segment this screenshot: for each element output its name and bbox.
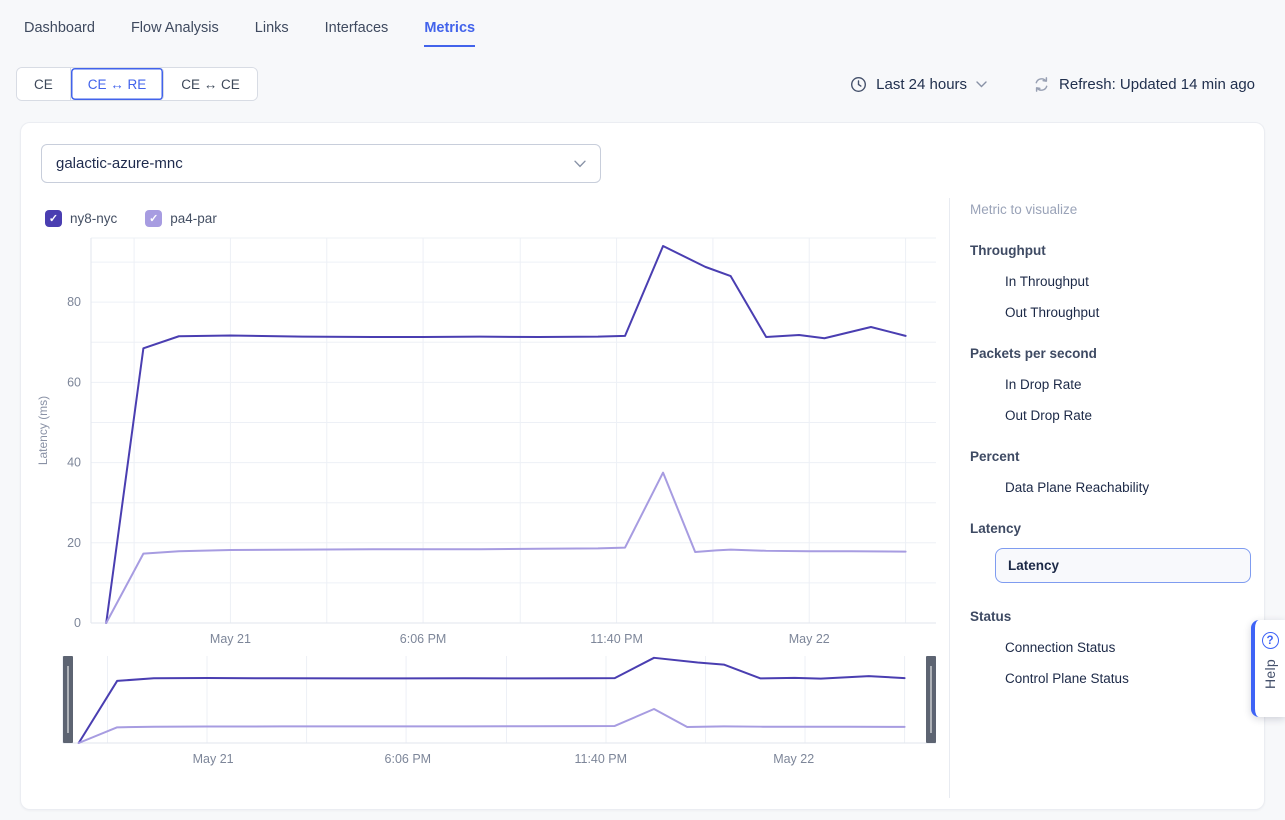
sidebar-item-out-drop-rate[interactable]: Out Drop Rate (970, 408, 1247, 423)
sidebar-item-out-throughput[interactable]: Out Throughput (970, 305, 1247, 320)
series-line-ny8-nyc (79, 658, 905, 743)
svg-text:May 21: May 21 (210, 632, 251, 646)
chevron-down-icon (976, 81, 987, 88)
group-throughput: Throughput (970, 243, 1247, 258)
nav-tab-metrics[interactable]: Metrics (424, 20, 475, 47)
series-legend: ✓ ny8-nyc ✓ pa4-par (45, 210, 217, 227)
nav-tab-interfaces[interactable]: Interfaces (325, 20, 389, 47)
series-line-pa4-par (79, 709, 905, 743)
nav-tab-links[interactable]: Links (255, 20, 289, 47)
toggle-ce-re[interactable]: CE ↔ RE (71, 68, 165, 100)
series-line-pa4-par (106, 473, 905, 623)
group-packets-per-second: Packets per second (970, 346, 1247, 361)
time-range-selector[interactable]: Last 24 hours (850, 76, 987, 93)
checkbox-pa4-par[interactable]: ✓ (145, 210, 162, 227)
nav-tab-dashboard[interactable]: Dashboard (24, 20, 95, 47)
legend-label: ny8-nyc (70, 211, 117, 226)
svg-text:0: 0 (74, 616, 81, 630)
svg-text:40: 40 (67, 456, 81, 470)
group-latency: Latency (970, 521, 1247, 536)
sidebar-item-in-drop-rate[interactable]: In Drop Rate (970, 377, 1247, 392)
checkbox-ny8-nyc[interactable]: ✓ (45, 210, 62, 227)
clock-icon (850, 76, 867, 93)
device-select-value: galactic-azure-mnc (56, 155, 574, 172)
device-select[interactable]: galactic-azure-mnc (41, 144, 601, 183)
svg-text:11:40 PM: 11:40 PM (574, 752, 627, 766)
help-label: Help (1262, 659, 1278, 689)
svg-text:60: 60 (67, 375, 81, 389)
legend-item-ny8-nyc[interactable]: ✓ ny8-nyc (45, 210, 117, 227)
svg-text:Latency (ms): Latency (ms) (36, 396, 50, 465)
toggle-ce[interactable]: CE (17, 68, 71, 100)
refresh-icon (1033, 76, 1050, 93)
sidebar-title: Metric to visualize (970, 202, 1247, 217)
legend-item-pa4-par[interactable]: ✓ pa4-par (145, 210, 217, 227)
sidebar-item-in-throughput[interactable]: In Throughput (970, 274, 1247, 289)
metrics-card: galactic-azure-mnc ✓ ny8-nyc ✓ pa4-par M… (20, 122, 1265, 810)
latency-line-chart: May 21 6:06 PM 11:40 PM May 22 0 20 40 60 80 Late… (31, 231, 941, 651)
refresh-label: Refresh: Updated 14 min ago (1059, 76, 1255, 93)
sidebar-item-connection-status[interactable]: Connection Status (970, 640, 1247, 655)
toggle-ce-ce[interactable]: CE ↔ CE (164, 68, 257, 100)
group-percent: Percent (970, 449, 1247, 464)
time-range-label: Last 24 hours (876, 76, 967, 93)
time-brush-chart[interactable]: May 21 6:06 PM 11:40 PM May 22 (57, 651, 942, 776)
svg-text:80: 80 (67, 295, 81, 309)
svg-text:6:06 PM: 6:06 PM (385, 752, 432, 766)
group-status: Status (970, 609, 1247, 624)
view-toggle: CE CE ↔ RE CE ↔ CE (16, 67, 258, 101)
sidebar-item-data-plane-reachability[interactable]: Data Plane Reachability (970, 480, 1247, 495)
question-circle-icon: ? (1262, 632, 1279, 649)
top-nav: Dashboard Flow Analysis Links Interfaces… (0, 0, 1285, 47)
nav-tab-flow-analysis[interactable]: Flow Analysis (131, 20, 219, 47)
chevron-down-icon (574, 160, 586, 168)
svg-text:May 22: May 22 (789, 632, 830, 646)
svg-text:May 22: May 22 (773, 752, 814, 766)
metric-sidebar: Metric to visualize Throughput In Throug… (949, 198, 1265, 798)
svg-text:6:06 PM: 6:06 PM (400, 632, 447, 646)
controls-row: CE CE ↔ RE CE ↔ CE Last 24 hours Refresh… (0, 67, 1285, 101)
legend-label: pa4-par (170, 211, 217, 226)
svg-text:20: 20 (67, 536, 81, 550)
sidebar-item-control-plane-status[interactable]: Control Plane Status (970, 671, 1247, 686)
svg-text:11:40 PM: 11:40 PM (590, 632, 643, 646)
refresh-control[interactable]: Refresh: Updated 14 min ago (1033, 76, 1255, 93)
help-button[interactable]: ? Help (1251, 620, 1285, 717)
svg-text:May 21: May 21 (193, 752, 234, 766)
sidebar-item-latency-selected[interactable]: Latency (995, 548, 1251, 583)
